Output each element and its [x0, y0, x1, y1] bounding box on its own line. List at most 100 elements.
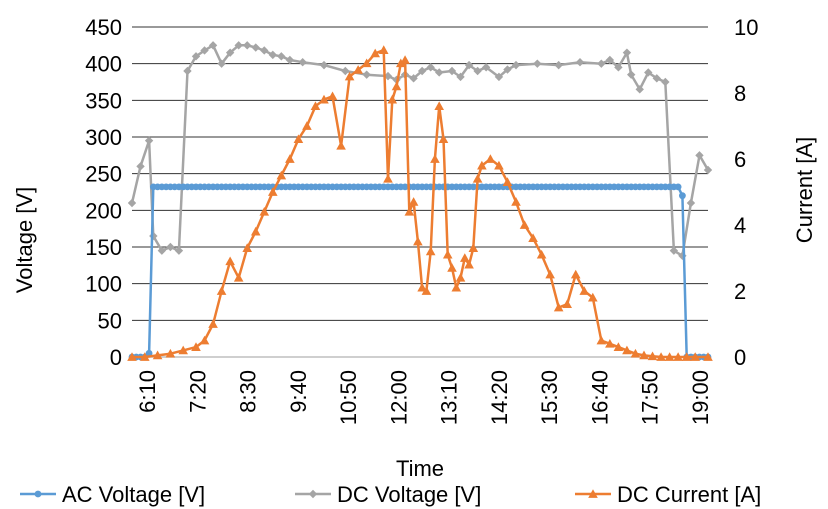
data-point [293, 134, 304, 144]
data-point [259, 207, 270, 216]
data-point [178, 345, 188, 355]
data-point [575, 58, 585, 67]
data-point [302, 121, 312, 130]
data-point [477, 160, 487, 170]
data-point [695, 151, 704, 160]
x-tick-label: 13:10 [437, 370, 462, 425]
data-point [460, 253, 470, 262]
data-point [570, 269, 581, 279]
data-point [679, 192, 686, 200]
data-point [681, 352, 692, 361]
x-tick-label: 6:10 [135, 370, 160, 413]
series-dc-voltage-v [127, 41, 713, 260]
legend-label: DC Voltage [V] [337, 482, 481, 507]
data-point [664, 352, 675, 361]
x-tick-label: 9:40 [286, 370, 311, 413]
data-point [447, 66, 457, 76]
right-y-tick-label: 10 [734, 15, 758, 40]
data-point [319, 60, 329, 70]
data-point [553, 302, 564, 312]
data-point [627, 70, 636, 79]
left-y-tick-label: 0 [110, 345, 122, 370]
data-point [421, 286, 432, 295]
data-point [310, 101, 321, 111]
x-tick-label: 10:50 [336, 370, 361, 425]
x-tick-label: 14:20 [487, 370, 512, 425]
series-dc-current-a [127, 45, 713, 361]
data-point [404, 207, 415, 216]
data-point [502, 177, 513, 186]
right-axis-title: Current [A] [792, 137, 817, 243]
data-point [485, 154, 496, 163]
data-point [605, 339, 615, 348]
data-point [494, 160, 504, 170]
data-point [408, 197, 419, 206]
data-point [277, 52, 286, 61]
data-point [703, 165, 713, 175]
legend-item: DC Voltage [V] [295, 482, 481, 507]
data-point [144, 136, 154, 145]
left-y-tick-label: 50 [98, 308, 122, 333]
data-point [674, 183, 682, 191]
data-point [430, 154, 440, 163]
data-point [447, 263, 457, 272]
data-point [396, 58, 406, 68]
data-point [442, 249, 453, 259]
data-point [370, 48, 380, 58]
series-line [132, 48, 708, 359]
data-point [362, 70, 371, 79]
series-group [127, 41, 713, 361]
gridlines [132, 26, 708, 358]
data-point [413, 236, 423, 246]
data-point [622, 48, 632, 57]
data-point [233, 273, 244, 282]
data-point [613, 342, 624, 351]
data-point [243, 41, 252, 50]
data-point [400, 55, 410, 64]
data-point [174, 246, 184, 255]
data-point [434, 101, 444, 111]
data-point [622, 345, 632, 355]
data-point [183, 66, 192, 76]
data-point [378, 45, 389, 54]
data-point [242, 243, 252, 252]
data-point [251, 43, 260, 52]
legend: AC Voltage [V] DC Voltage [V] DC Current [… [20, 482, 761, 507]
left-y-tick-label: 350 [85, 88, 122, 113]
legend-item: DC Current [A] [575, 482, 761, 507]
data-point [597, 59, 606, 68]
x-axis: 6:10 7:20 8:30 9:40 10:50 12:00 13:10 14:20 15:3… [135, 370, 713, 425]
series-line [130, 44, 710, 258]
data-point [554, 60, 563, 70]
data-point [481, 63, 491, 72]
data-point [166, 242, 175, 252]
data-point [503, 65, 512, 74]
left-y-tick-label: 200 [85, 198, 122, 223]
data-point [456, 72, 465, 82]
data-point [140, 352, 150, 361]
data-point [425, 246, 436, 256]
data-point [250, 226, 261, 236]
data-point [276, 170, 287, 180]
data-point [298, 58, 307, 67]
data-point [588, 292, 598, 302]
data-point [468, 243, 479, 252]
x-tick-label: 12:00 [386, 370, 411, 425]
data-point [225, 48, 235, 57]
data-point [673, 352, 683, 361]
data-point [165, 348, 176, 358]
data-point [387, 94, 398, 104]
data-point [319, 94, 329, 104]
data-point [341, 66, 350, 76]
data-point [426, 63, 435, 72]
data-point [635, 85, 644, 94]
x-tick-label: 17:50 [638, 370, 663, 425]
data-point [208, 319, 218, 328]
data-point [644, 68, 653, 77]
data-point [127, 198, 137, 208]
x-tick-label: 8:30 [236, 370, 261, 413]
left-y-tick-label: 300 [85, 125, 122, 150]
data-point [545, 269, 555, 279]
